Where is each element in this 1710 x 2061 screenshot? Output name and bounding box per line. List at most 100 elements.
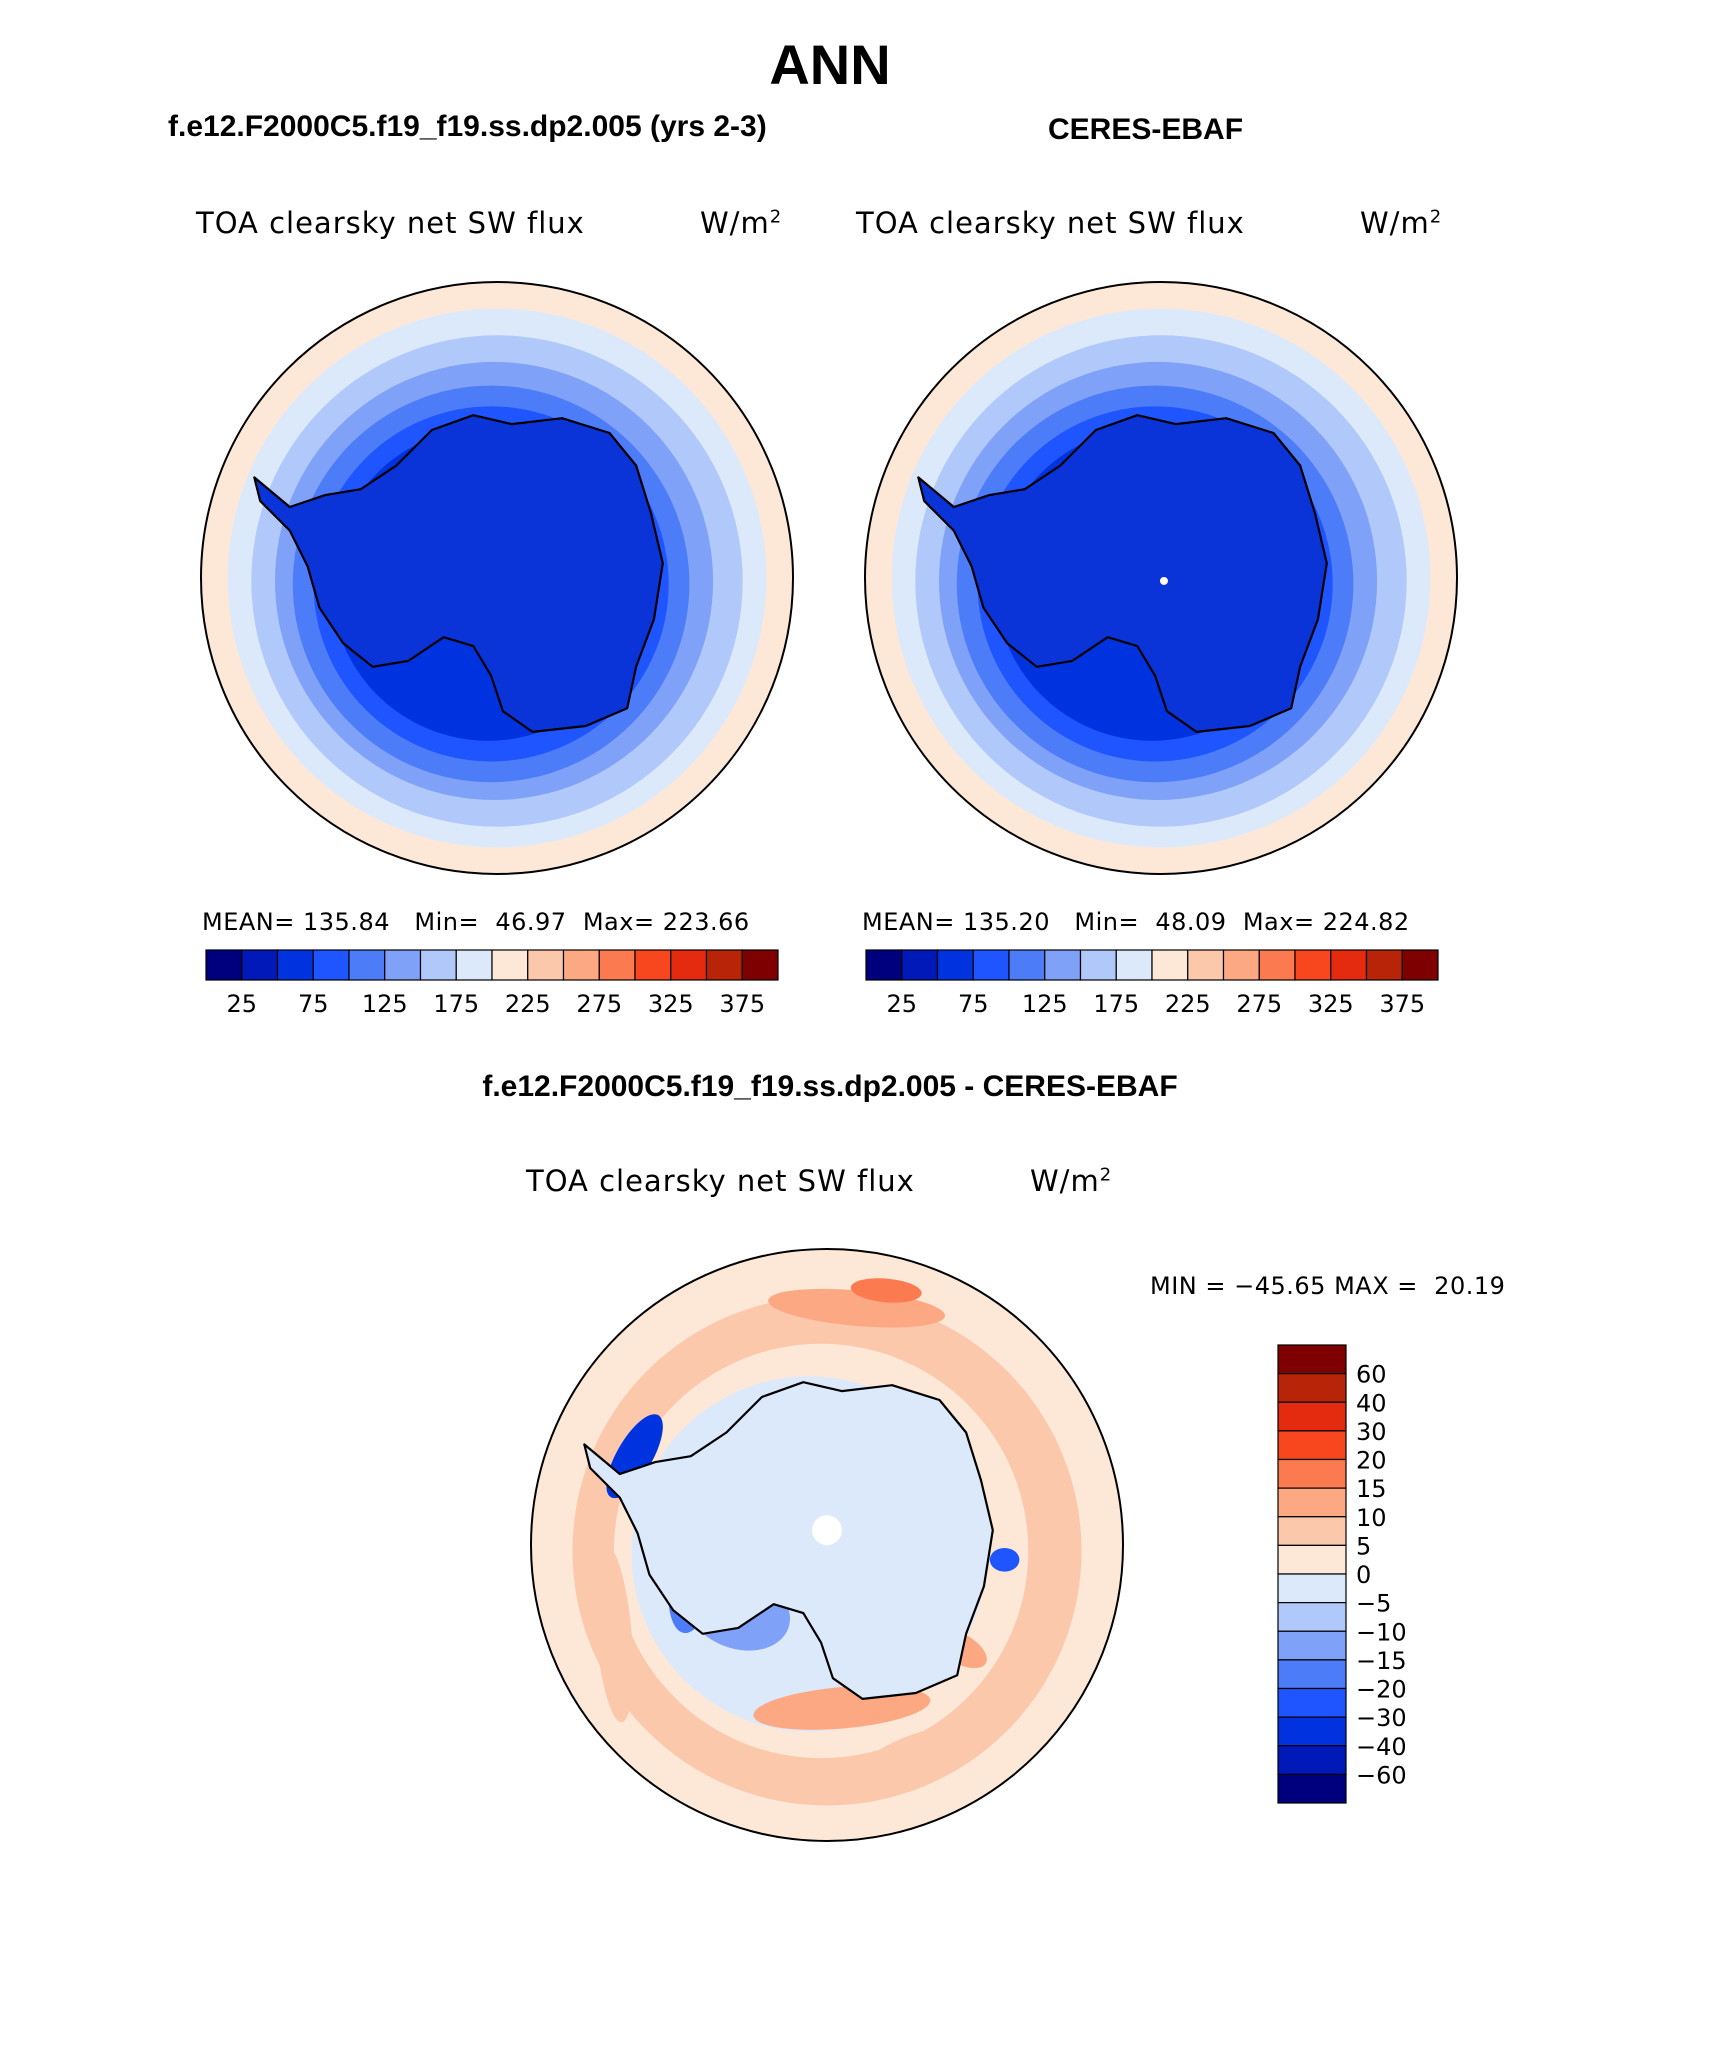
units-base: W/m <box>700 206 770 240</box>
colorbar-tick-label: 375 <box>719 990 765 1018</box>
diff-minmax: MIN = −45.65 MAX = 20.19 <box>1150 1272 1505 1300</box>
min-label: Min= <box>414 908 480 936</box>
colorbar-swatch <box>276 949 314 981</box>
colorbar-swatch <box>241 949 279 981</box>
colorbar-swatch <box>1258 949 1296 981</box>
colorbar-swatch <box>348 949 386 981</box>
colorbar-swatch <box>1277 1373 1347 1403</box>
colorbar-swatch <box>312 949 350 981</box>
min-value: 46.97 <box>495 908 567 936</box>
colorbar-swatch <box>1277 1544 1347 1575</box>
colorbar-tick-label: 0 <box>1356 1561 1371 1589</box>
colorbar-swatch <box>419 949 457 981</box>
colorbar-tick-label: 10 <box>1356 1504 1387 1532</box>
anomaly-patch-5 <box>850 1278 922 1303</box>
max-value: 224.82 <box>1322 908 1410 936</box>
min-value: −45.65 <box>1234 1272 1326 1300</box>
min-label: Min= <box>1074 908 1140 936</box>
colorbar-swatch <box>1277 1344 1347 1375</box>
colorbar-swatch <box>1079 949 1117 981</box>
polar-map-0 <box>200 281 794 875</box>
obs-title: CERES-EBAF <box>1048 113 1244 146</box>
map-boundary <box>864 281 1458 875</box>
colorbar-swatch <box>1187 949 1225 981</box>
map-boundary <box>530 1248 1124 1842</box>
obs-panel-units: W/m2 <box>1360 206 1442 240</box>
polar-map-2 <box>530 1248 1124 1842</box>
colorbar-swatch <box>705 949 743 981</box>
colorbar-tick-label: 325 <box>1308 990 1354 1018</box>
colorbar-swatch <box>1277 1458 1347 1489</box>
colorbar-swatch <box>1277 1716 1347 1747</box>
anomaly-patch-8 <box>859 1725 972 1779</box>
colorbar-swatch <box>1222 949 1260 981</box>
colorbar-swatch <box>1277 1659 1347 1690</box>
colorbar-swatch <box>1008 949 1046 981</box>
colorbar-tick-label: −30 <box>1356 1704 1407 1732</box>
colorbar-swatch <box>1277 1602 1347 1632</box>
pole-missing-data <box>1159 576 1168 585</box>
max-value: 223.66 <box>662 908 750 936</box>
colorbar-tick-label: 125 <box>1022 990 1068 1018</box>
polar-map-1 <box>864 281 1458 875</box>
colorbar-swatch <box>455 949 493 981</box>
colorbar-swatch <box>491 949 529 981</box>
colorbar-swatch <box>562 949 600 981</box>
colorbar-tick-label: 225 <box>1165 990 1211 1018</box>
colorbar-swatch <box>936 949 974 981</box>
colorbar-swatch <box>1277 1430 1347 1461</box>
colorbar-1: 25 75 125 175 225 275 325 375 <box>865 949 1439 1018</box>
units-exponent: 2 <box>769 206 783 228</box>
colorbar-tick-label: 275 <box>576 990 622 1018</box>
colorbar-swatch <box>1115 949 1153 981</box>
pole-missing-data <box>812 1515 842 1546</box>
colorbar-swatch <box>384 949 422 981</box>
colorbar-swatch <box>205 949 243 981</box>
mean-label: MEAN= <box>202 908 295 936</box>
colorbar-tick-label: 75 <box>958 990 989 1018</box>
diff-panel-units: W/m2 <box>1030 1164 1112 1198</box>
colorbar-swatch <box>901 949 939 981</box>
units-base: W/m <box>1030 1164 1100 1198</box>
case-title: f.e12.F2000C5.f19_f19.ss.dp2.005 (yrs 2-… <box>168 110 767 143</box>
map-boundary <box>200 281 794 875</box>
colorbar-swatch <box>1330 949 1368 981</box>
model-stats: MEAN= 135.84 Min= 46.97 Max= 223.66 <box>202 908 750 936</box>
colorbar-swatch <box>865 949 903 981</box>
colorbar-tick-label: 375 <box>1379 990 1425 1018</box>
max-label: MAX = <box>1334 1272 1418 1300</box>
colorbar-swatch <box>1044 949 1082 981</box>
max-label: Max= <box>1242 908 1315 936</box>
colorbar-swatch <box>670 949 708 981</box>
colorbar-swatch <box>1277 1773 1347 1804</box>
antarctica-coastline <box>253 414 664 733</box>
units-exponent: 2 <box>1429 206 1443 228</box>
obs-stats: MEAN= 135.20 Min= 48.09 Max= 224.82 <box>862 908 1410 936</box>
units-exponent: 2 <box>1099 1164 1113 1186</box>
colorbar-swatch <box>1277 1573 1347 1604</box>
colorbar-swatch <box>1151 949 1189 981</box>
diff-panel-variable-title: TOA clearsky net SW flux <box>526 1164 915 1198</box>
colorbar-tick-label: −60 <box>1356 1761 1407 1789</box>
antarctica-coastline <box>583 1381 994 1700</box>
min-value: 48.09 <box>1155 908 1227 936</box>
max-value: 20.19 <box>1434 1272 1506 1300</box>
antarctica-coastline <box>917 414 1328 733</box>
colorbar-tick-label: 275 <box>1236 990 1282 1018</box>
colorbar-0: 25 75 125 175 225 275 325 375 <box>205 949 779 1018</box>
colorbar-swatch <box>741 949 779 981</box>
colorbar-swatch <box>1277 1745 1347 1775</box>
colorbar-tick-label: −15 <box>1356 1647 1407 1675</box>
colorbar-tick-label: 60 <box>1356 1361 1387 1389</box>
colorbar-tick-label: 325 <box>648 990 694 1018</box>
colorbar-tick-label: 30 <box>1356 1418 1387 1446</box>
map-fill <box>531 1249 1123 1841</box>
colorbar-swatch <box>1277 1630 1347 1661</box>
colorbar-swatch <box>1277 1487 1347 1518</box>
colorbar-swatch <box>634 949 672 981</box>
colorbar-swatch <box>1294 949 1332 981</box>
units-base: W/m <box>1360 206 1430 240</box>
mean-label: MEAN= <box>862 908 955 936</box>
